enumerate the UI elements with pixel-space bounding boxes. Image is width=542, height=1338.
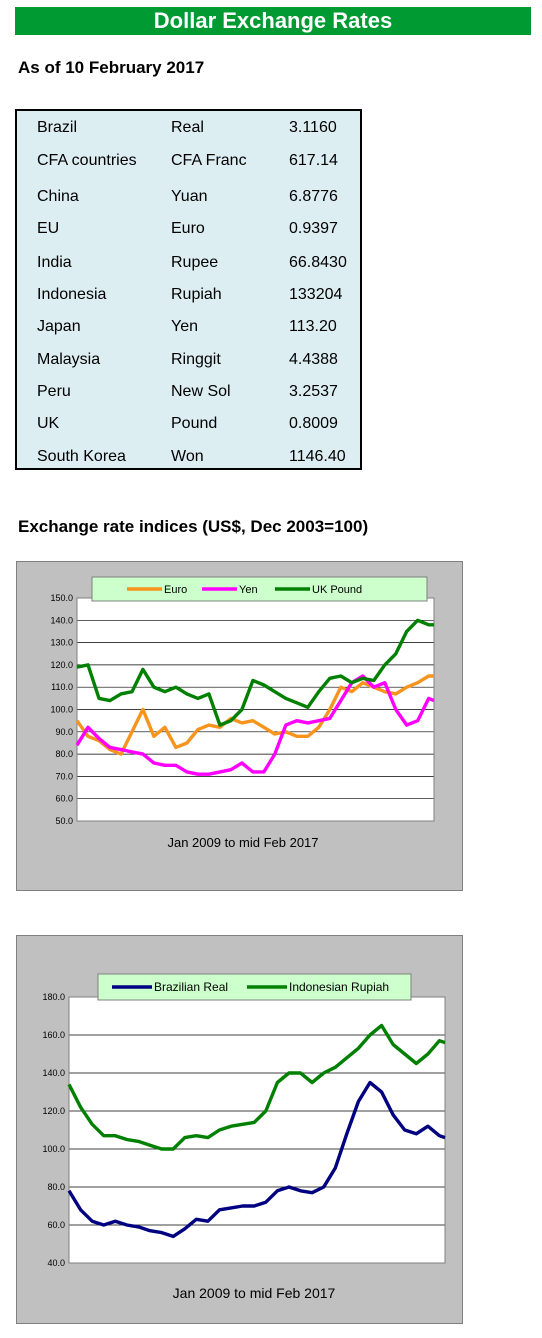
rate-country: Indonesia — [37, 286, 107, 303]
rate-country: EU — [37, 220, 60, 237]
y-tick-label: 80.0 — [47, 1182, 65, 1192]
y-tick-label: 160.0 — [42, 1030, 65, 1040]
y-tick-label: 90.0 — [55, 727, 73, 737]
y-tick-label: 60.0 — [55, 794, 73, 804]
rate-value: 113.20 — [289, 318, 337, 335]
y-tick-label: 130.0 — [50, 638, 73, 648]
rate-currency: Yen — [171, 318, 198, 335]
y-tick-label: 70.0 — [55, 771, 73, 781]
rate-value: 3.1160 — [289, 119, 337, 136]
rate-country: South Korea — [37, 448, 126, 465]
rate-currency: Rupee — [171, 254, 219, 271]
rate-row: Peru New Sol 3.2537 — [17, 382, 360, 402]
y-tick-label: 120.0 — [50, 660, 73, 670]
rate-country: China — [37, 188, 79, 205]
rate-country: India — [37, 254, 72, 271]
rate-country: UK — [37, 415, 60, 432]
y-tick-label: 110.0 — [51, 682, 73, 692]
rate-row: CFA countries CFA Franc 617.14 — [17, 151, 360, 171]
rate-row: Brazil Real 3.1160 — [17, 118, 360, 138]
legend-label: Yen — [239, 584, 258, 596]
x-axis-label: Jan 2009 to mid Feb 2017 — [173, 1285, 336, 1301]
y-tick-label: 180.0 — [42, 992, 65, 1002]
rate-value: 6.8776 — [289, 188, 338, 205]
rate-value: 3.2537 — [289, 383, 338, 400]
legend-label: Brazilian Real — [154, 980, 228, 994]
y-tick-label: 120.0 — [42, 1106, 65, 1116]
chart-1: 150.0 140.0 130.0 120.0 110.0 100.0 90.0 80.0 70… — [50, 576, 435, 850]
y-tick-label: 150.0 — [50, 593, 73, 603]
rate-currency: Pound — [171, 415, 218, 432]
section-title: Exchange rate indices (US$, Dec 2003=100… — [18, 517, 369, 536]
y-tick-label: 40.0 — [47, 1258, 65, 1268]
y-tick-label: 50.0 — [55, 816, 73, 826]
rate-row: EU Euro 0.9397 — [17, 219, 360, 239]
rate-value: 66.8430 — [289, 254, 347, 271]
rate-value: 1146.40 — [289, 448, 346, 465]
rate-value: 133204 — [289, 286, 343, 303]
series-line-indonesian-rupiah — [67, 1023, 446, 1151]
rate-currency: New Sol — [171, 383, 231, 400]
rate-country: Brazil — [37, 119, 78, 136]
as-of-date: As of 10 February 2017 — [18, 58, 205, 77]
series-line-yen — [75, 674, 435, 776]
rate-currency: Real — [171, 119, 204, 136]
rate-row: India Rupee 66.8430 — [17, 253, 360, 273]
rates-table: Brazil Real 3.1160 CFA countries CFA Franc 61… — [15, 109, 362, 470]
y-tick-label: 80.0 — [55, 749, 73, 759]
legend-label: Indonesian Rupiah — [289, 980, 389, 994]
chart-panel-2: 180.0 160.0 140.0 120.0 100.0 80.0 60.0 40.0 Bra… — [16, 935, 463, 1324]
rate-currency: Rupiah — [171, 286, 222, 303]
x-axis-label: Jan 2009 to mid Feb 2017 — [167, 835, 318, 850]
legend-label: UK Pound — [312, 584, 362, 596]
rate-currency: Yuan — [171, 188, 208, 205]
series-line-uk-pound — [76, 618, 434, 727]
rate-row: UK Pound 0.8009 — [17, 414, 360, 434]
y-tick-label: 140.0 — [42, 1068, 65, 1078]
series-line-euro — [75, 674, 434, 756]
rate-currency: CFA Franc — [171, 152, 247, 169]
plot-area — [69, 997, 445, 1263]
chart-2: 180.0 160.0 140.0 120.0 100.0 80.0 60.0 40.0 Bra… — [42, 973, 446, 1301]
rate-country: Japan — [37, 318, 81, 335]
page-title: Dollar Exchange Rates — [153, 8, 393, 33]
rate-row: Indonesia Rupiah 133204 — [17, 285, 360, 305]
rate-value: 0.9397 — [289, 220, 338, 237]
rate-currency: Won — [171, 448, 204, 465]
rate-value: 0.8009 — [289, 415, 338, 432]
rate-row: China Yuan 6.8776 — [17, 187, 360, 207]
chart-panel-1: 150.0 140.0 130.0 120.0 110.0 100.0 90.0 80.0 70… — [16, 561, 463, 891]
rate-row: Japan Yen 113.20 — [17, 317, 360, 337]
rate-value: 617.14 — [289, 152, 338, 169]
rate-currency: Euro — [171, 220, 205, 237]
rate-country: Malaysia — [37, 351, 101, 368]
y-tick-label: 60.0 — [47, 1220, 65, 1230]
rate-currency: Ringgit — [171, 351, 221, 368]
legend-label: Euro — [164, 584, 187, 596]
y-tick-label: 100.0 — [42, 1144, 65, 1154]
series-line-brazilian-real — [67, 1080, 446, 1239]
rate-country: Peru — [37, 383, 71, 400]
rate-country: CFA countries — [37, 152, 137, 169]
rate-row: Malaysia Ringgit 4.4388 — [17, 350, 360, 370]
page-title-banner: Dollar Exchange Rates — [15, 7, 531, 35]
y-tick-label: 100.0 — [50, 705, 73, 715]
rate-row: South Korea Won 1146.40 — [17, 447, 360, 467]
rate-value: 4.4388 — [289, 351, 338, 368]
y-tick-label: 140.0 — [50, 615, 73, 625]
